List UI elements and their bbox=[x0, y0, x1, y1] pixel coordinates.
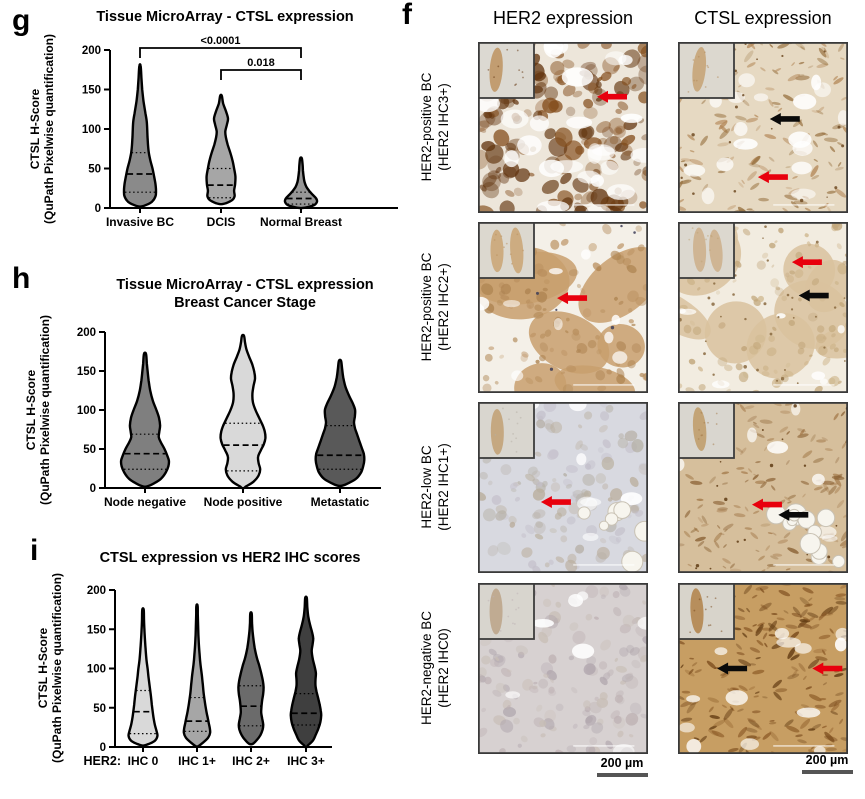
svg-text:50: 50 bbox=[88, 164, 101, 176]
svg-text:50: 50 bbox=[83, 444, 96, 456]
histology-image-her2pos-ihc3-ctsl-stain bbox=[678, 42, 848, 213]
black-arrow bbox=[769, 112, 800, 125]
svg-text:IHC 3+: IHC 3+ bbox=[287, 754, 325, 768]
violin-ihc-3+ bbox=[289, 595, 323, 749]
histology-image-her2pos-ihc2-ctsl-stain bbox=[678, 222, 848, 393]
histology-image-her2pos-ihc3-her2-stain bbox=[478, 42, 648, 213]
panel-letter-i: i bbox=[30, 534, 39, 567]
histology-image-her2neg-ihc0-ctsl-stain bbox=[678, 583, 848, 754]
svg-text:Invasive BC: Invasive BC bbox=[106, 215, 174, 229]
svg-text:100: 100 bbox=[87, 664, 106, 676]
histology-image-her2low-ihc1-ctsl-stain bbox=[678, 402, 848, 573]
svg-text:DCIS: DCIS bbox=[207, 215, 236, 229]
scale-bar-label-left: 200 µm bbox=[600, 756, 644, 770]
red-arrow bbox=[812, 662, 843, 675]
violin-node-positive bbox=[219, 333, 267, 490]
svg-text:200: 200 bbox=[82, 45, 101, 57]
red-arrow bbox=[791, 256, 822, 269]
panel-letter-h: h bbox=[12, 262, 31, 295]
inset-core-thumbnail bbox=[478, 583, 535, 640]
red-arrow bbox=[540, 496, 571, 509]
violin-metastatic bbox=[314, 358, 366, 488]
svg-text:IHC 0: IHC 0 bbox=[128, 754, 159, 768]
violin-invasive-bc bbox=[122, 63, 158, 208]
row-label-her2low-ihc1: HER2-low BC (HER2 IHC1+) bbox=[419, 443, 451, 531]
svg-text:0: 0 bbox=[95, 203, 101, 215]
inset-core-thumbnail bbox=[478, 42, 535, 99]
red-arrow bbox=[597, 90, 627, 103]
chart-g-title: Tissue MicroArray - CTSL expression bbox=[96, 9, 354, 25]
svg-text:100: 100 bbox=[82, 124, 101, 136]
scale-bar-label-right: 200 µm bbox=[805, 753, 849, 767]
svg-text:0: 0 bbox=[100, 742, 106, 754]
svg-text:150: 150 bbox=[82, 85, 101, 97]
scale-bar-right bbox=[802, 770, 853, 774]
inset-core-thumbnail bbox=[478, 222, 535, 279]
scale-bar-left bbox=[597, 773, 648, 777]
histology-image-her2low-ihc1-her2-stain bbox=[478, 402, 648, 573]
chart-h-title: Tissue MicroArray - CTSL expression Brea… bbox=[116, 277, 374, 312]
histology-image-her2neg-ihc0-her2-stain bbox=[478, 583, 648, 754]
row-label-her2pos-ihc2: HER2-positive BC (HER2 IHC2+) bbox=[419, 252, 451, 362]
svg-text:0.018: 0.018 bbox=[247, 57, 275, 69]
panel-letter-g: g bbox=[12, 4, 31, 37]
violin-ihc-2+ bbox=[237, 611, 265, 746]
inset-core-thumbnail bbox=[678, 222, 735, 279]
svg-text:HER2:: HER2: bbox=[83, 754, 121, 768]
svg-text:200: 200 bbox=[77, 327, 96, 339]
svg-text:50: 50 bbox=[93, 703, 106, 715]
row-label-her2pos-ihc3: HER2-positive BC (HER2 IHC3+) bbox=[419, 72, 451, 182]
svg-text:100: 100 bbox=[77, 405, 96, 417]
violin-chart-h: 0 50 100 150 200 Node negative Node positive Me… bbox=[77, 327, 381, 509]
svg-text:0: 0 bbox=[90, 483, 96, 495]
violin-node-negative bbox=[119, 351, 171, 489]
svg-text:Node positive: Node positive bbox=[204, 495, 283, 509]
inset-core-thumbnail bbox=[678, 402, 735, 459]
red-arrow bbox=[757, 171, 788, 184]
inset-core-thumbnail bbox=[478, 402, 535, 459]
violin-ihc-1+ bbox=[182, 603, 212, 748]
svg-text:<0.0001: <0.0001 bbox=[200, 35, 240, 47]
black-arrow bbox=[798, 289, 829, 302]
panel-letter-f: f bbox=[402, 0, 412, 31]
inset-core-thumbnail bbox=[678, 583, 735, 640]
svg-text:IHC 1+: IHC 1+ bbox=[178, 754, 216, 768]
svg-text:IHC 2+: IHC 2+ bbox=[232, 754, 270, 768]
column-header-her2: HER2 expression bbox=[492, 8, 634, 28]
violin-normal-breast bbox=[283, 156, 319, 210]
black-arrow bbox=[778, 508, 809, 521]
column-header-ctsl: CTSL expression bbox=[694, 8, 832, 28]
svg-text:200: 200 bbox=[87, 585, 106, 597]
svg-text:Normal Breast: Normal Breast bbox=[260, 215, 342, 229]
red-arrow bbox=[557, 292, 588, 305]
inset-core-thumbnail bbox=[678, 42, 735, 99]
chart-i-title: CTSL expression vs HER2 IHC scores bbox=[99, 550, 361, 566]
row-label-her2neg-ihc0: HER2-negative BC (HER2 IHC0) bbox=[419, 610, 451, 726]
black-arrow bbox=[717, 662, 748, 675]
red-arrow bbox=[751, 498, 782, 511]
svg-text:Node negative: Node negative bbox=[104, 495, 186, 509]
violin-ihc-0 bbox=[127, 607, 159, 747]
violin-chart-g: 0 50 100 150 200 Invasive BC DCIS Normal Breast… bbox=[82, 35, 398, 229]
violin-dcis bbox=[205, 93, 237, 206]
svg-text:150: 150 bbox=[87, 624, 106, 636]
histology-image-her2pos-ihc2-her2-stain bbox=[478, 222, 648, 393]
svg-text:150: 150 bbox=[77, 366, 96, 378]
svg-text:Metastatic: Metastatic bbox=[311, 495, 370, 509]
violin-chart-i: 0 50 100 150 200 IHC 0 IHC 1+ IHC 2+ IHC 3+ HER2: bbox=[83, 585, 332, 768]
